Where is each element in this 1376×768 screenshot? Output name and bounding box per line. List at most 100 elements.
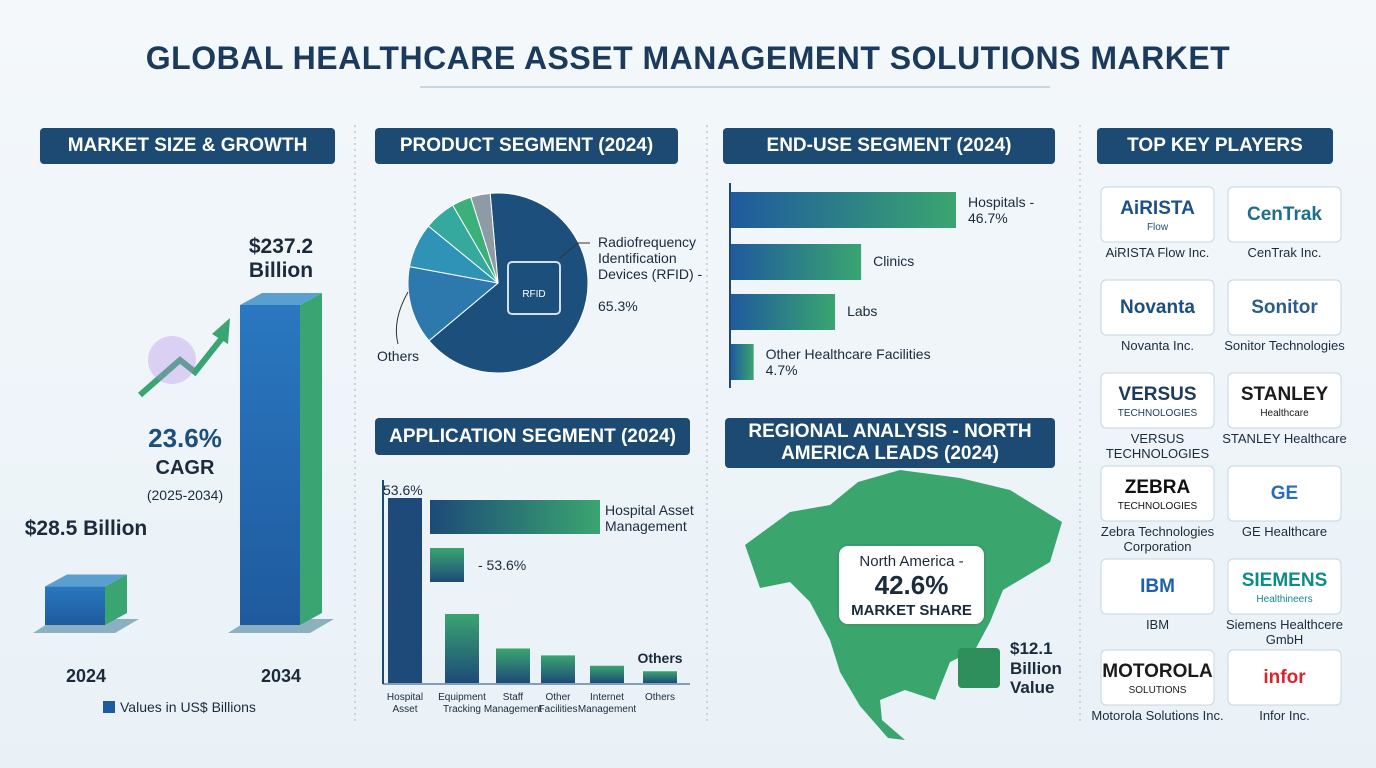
y-tick-label: Other Healthcare Facilities bbox=[765, 346, 931, 362]
logo-box bbox=[1227, 465, 1342, 522]
y-tick-label: Labs bbox=[847, 303, 878, 319]
company-logo: Sonitor bbox=[1251, 297, 1318, 318]
page-title: GLOBAL HEALTHCARE ASSET MANAGEMENT SOLUT… bbox=[145, 40, 1231, 76]
logo-box bbox=[1227, 649, 1342, 706]
annotation: 23.6% bbox=[148, 423, 222, 453]
company-logo-sub: Healthcare bbox=[1260, 408, 1309, 419]
x-tick-label: Staff Management bbox=[483, 692, 543, 715]
logo-box bbox=[1100, 465, 1215, 522]
annotation: (2025-2034) bbox=[146, 487, 224, 503]
section-header: MARKET SIZE & GROWTH bbox=[67, 135, 308, 157]
bar-side bbox=[300, 293, 322, 625]
value-label: $237.2 Billion bbox=[248, 235, 314, 283]
y-tick-label: Clinics bbox=[873, 253, 915, 269]
growth-arrowhead bbox=[212, 318, 230, 344]
growth-arrow bbox=[138, 336, 225, 398]
company-logo: IBM bbox=[1140, 576, 1175, 597]
leader-line bbox=[559, 242, 590, 259]
value-label: 4.7% bbox=[765, 362, 798, 378]
share-label: MARKET SHARE bbox=[851, 602, 972, 619]
bar-top bbox=[45, 574, 127, 587]
bar bbox=[731, 294, 836, 330]
company-name: IBM bbox=[1145, 617, 1170, 632]
region-label: North America - bbox=[859, 553, 964, 570]
logo-box bbox=[1227, 558, 1342, 615]
company-name: Zebra Technologies Corporation bbox=[1100, 524, 1215, 554]
bar bbox=[731, 344, 754, 380]
company-logo-sub: Healthineers bbox=[1256, 594, 1313, 605]
x-tick-label: Hospital Asset bbox=[386, 692, 424, 715]
section-header-box bbox=[375, 128, 678, 164]
legend-label: Values in US$ Billions bbox=[120, 699, 256, 715]
company-name: AiRISTA Flow Inc. bbox=[1105, 245, 1210, 260]
company-logo-sub: Flow bbox=[1146, 222, 1169, 233]
x-tick-label: 2034 bbox=[260, 666, 302, 686]
value-label: 46.7% bbox=[968, 210, 1008, 226]
logo-box bbox=[1100, 558, 1215, 615]
company-logo: GE bbox=[1270, 483, 1299, 504]
company-name: Sonitor Technologies bbox=[1224, 338, 1345, 353]
section-header-box bbox=[40, 128, 335, 164]
company-name: STANLEY Healthcare bbox=[1222, 431, 1347, 446]
company-logo: AiRISTA bbox=[1120, 198, 1195, 219]
section-header-box bbox=[1097, 128, 1333, 164]
value-label: 53.6% bbox=[383, 482, 423, 498]
bar bbox=[590, 665, 624, 683]
x-tick-label: Equipment Tracking bbox=[438, 692, 486, 715]
section-header: APPLICATION SEGMENT (2024) bbox=[389, 425, 676, 447]
company-logo: ZEBRA bbox=[1124, 477, 1191, 498]
y-tick-label: Hospitals - bbox=[968, 194, 1035, 210]
company-logo: Novanta bbox=[1120, 297, 1195, 318]
section-header: TOP KEY PLAYERS bbox=[1127, 135, 1303, 157]
logo-box bbox=[1227, 372, 1342, 429]
section-header-box bbox=[375, 418, 690, 455]
logo-box bbox=[1227, 186, 1342, 243]
company-name: CenTrak Inc. bbox=[1247, 245, 1322, 260]
bar bbox=[643, 671, 677, 683]
x-tick-label: 2024 bbox=[65, 666, 107, 686]
region-value: $12.1 Billion Value bbox=[1010, 639, 1062, 698]
logo-box bbox=[1227, 279, 1342, 336]
company-logo-sub: TECHNOLOGIES bbox=[1117, 501, 1198, 512]
icon-label: RFID bbox=[522, 289, 546, 300]
company-name: Siemens Healthcere GmbH bbox=[1225, 617, 1344, 647]
section-header: REGIONAL ANALYSIS - NORTH AMERICA LEADS … bbox=[748, 421, 1032, 464]
value-label: 65.3% bbox=[598, 298, 638, 314]
section-header: PRODUCT SEGMENT (2024) bbox=[399, 135, 654, 157]
bar bbox=[45, 586, 105, 625]
legend-label: Hospital Asset Management bbox=[605, 502, 694, 535]
bar bbox=[731, 244, 862, 280]
bar bbox=[731, 192, 956, 228]
company-logo: CenTrak bbox=[1247, 204, 1322, 225]
company-name: VERSUS TECHNOLOGIES bbox=[1105, 431, 1210, 461]
company-logo: VERSUS bbox=[1118, 384, 1197, 405]
company-logo: infor bbox=[1263, 667, 1306, 688]
bar-top bbox=[240, 293, 322, 305]
logo-box bbox=[1100, 372, 1215, 429]
section-header: END-USE SEGMENT (2024) bbox=[766, 135, 1012, 157]
money-icon bbox=[958, 648, 1000, 688]
legend-swatch bbox=[430, 500, 600, 534]
bar bbox=[496, 648, 530, 683]
category-label: Others bbox=[377, 348, 420, 364]
company-logo: MOTOROLA bbox=[1102, 661, 1213, 682]
company-name: GE Healthcare bbox=[1241, 524, 1328, 539]
logo-box bbox=[1100, 279, 1215, 336]
bar bbox=[541, 655, 575, 683]
company-name: Novanta Inc. bbox=[1121, 338, 1194, 353]
company-name: Motorola Solutions Inc. bbox=[1091, 708, 1224, 723]
bar bbox=[388, 498, 422, 683]
value-label: $28.5 Billion bbox=[24, 516, 148, 540]
x-tick-label: Others bbox=[644, 692, 675, 703]
legend-swatch bbox=[430, 548, 464, 582]
pie-slice bbox=[470, 192, 499, 284]
annotation: CAGR bbox=[155, 457, 215, 479]
bar bbox=[445, 613, 479, 683]
company-name: Infor Inc. bbox=[1259, 708, 1310, 723]
company-logo-sub: TECHNOLOGIES bbox=[1117, 408, 1198, 419]
callout-bubble bbox=[837, 544, 986, 626]
pie-slice bbox=[407, 266, 500, 342]
legend-swatch bbox=[103, 701, 115, 713]
